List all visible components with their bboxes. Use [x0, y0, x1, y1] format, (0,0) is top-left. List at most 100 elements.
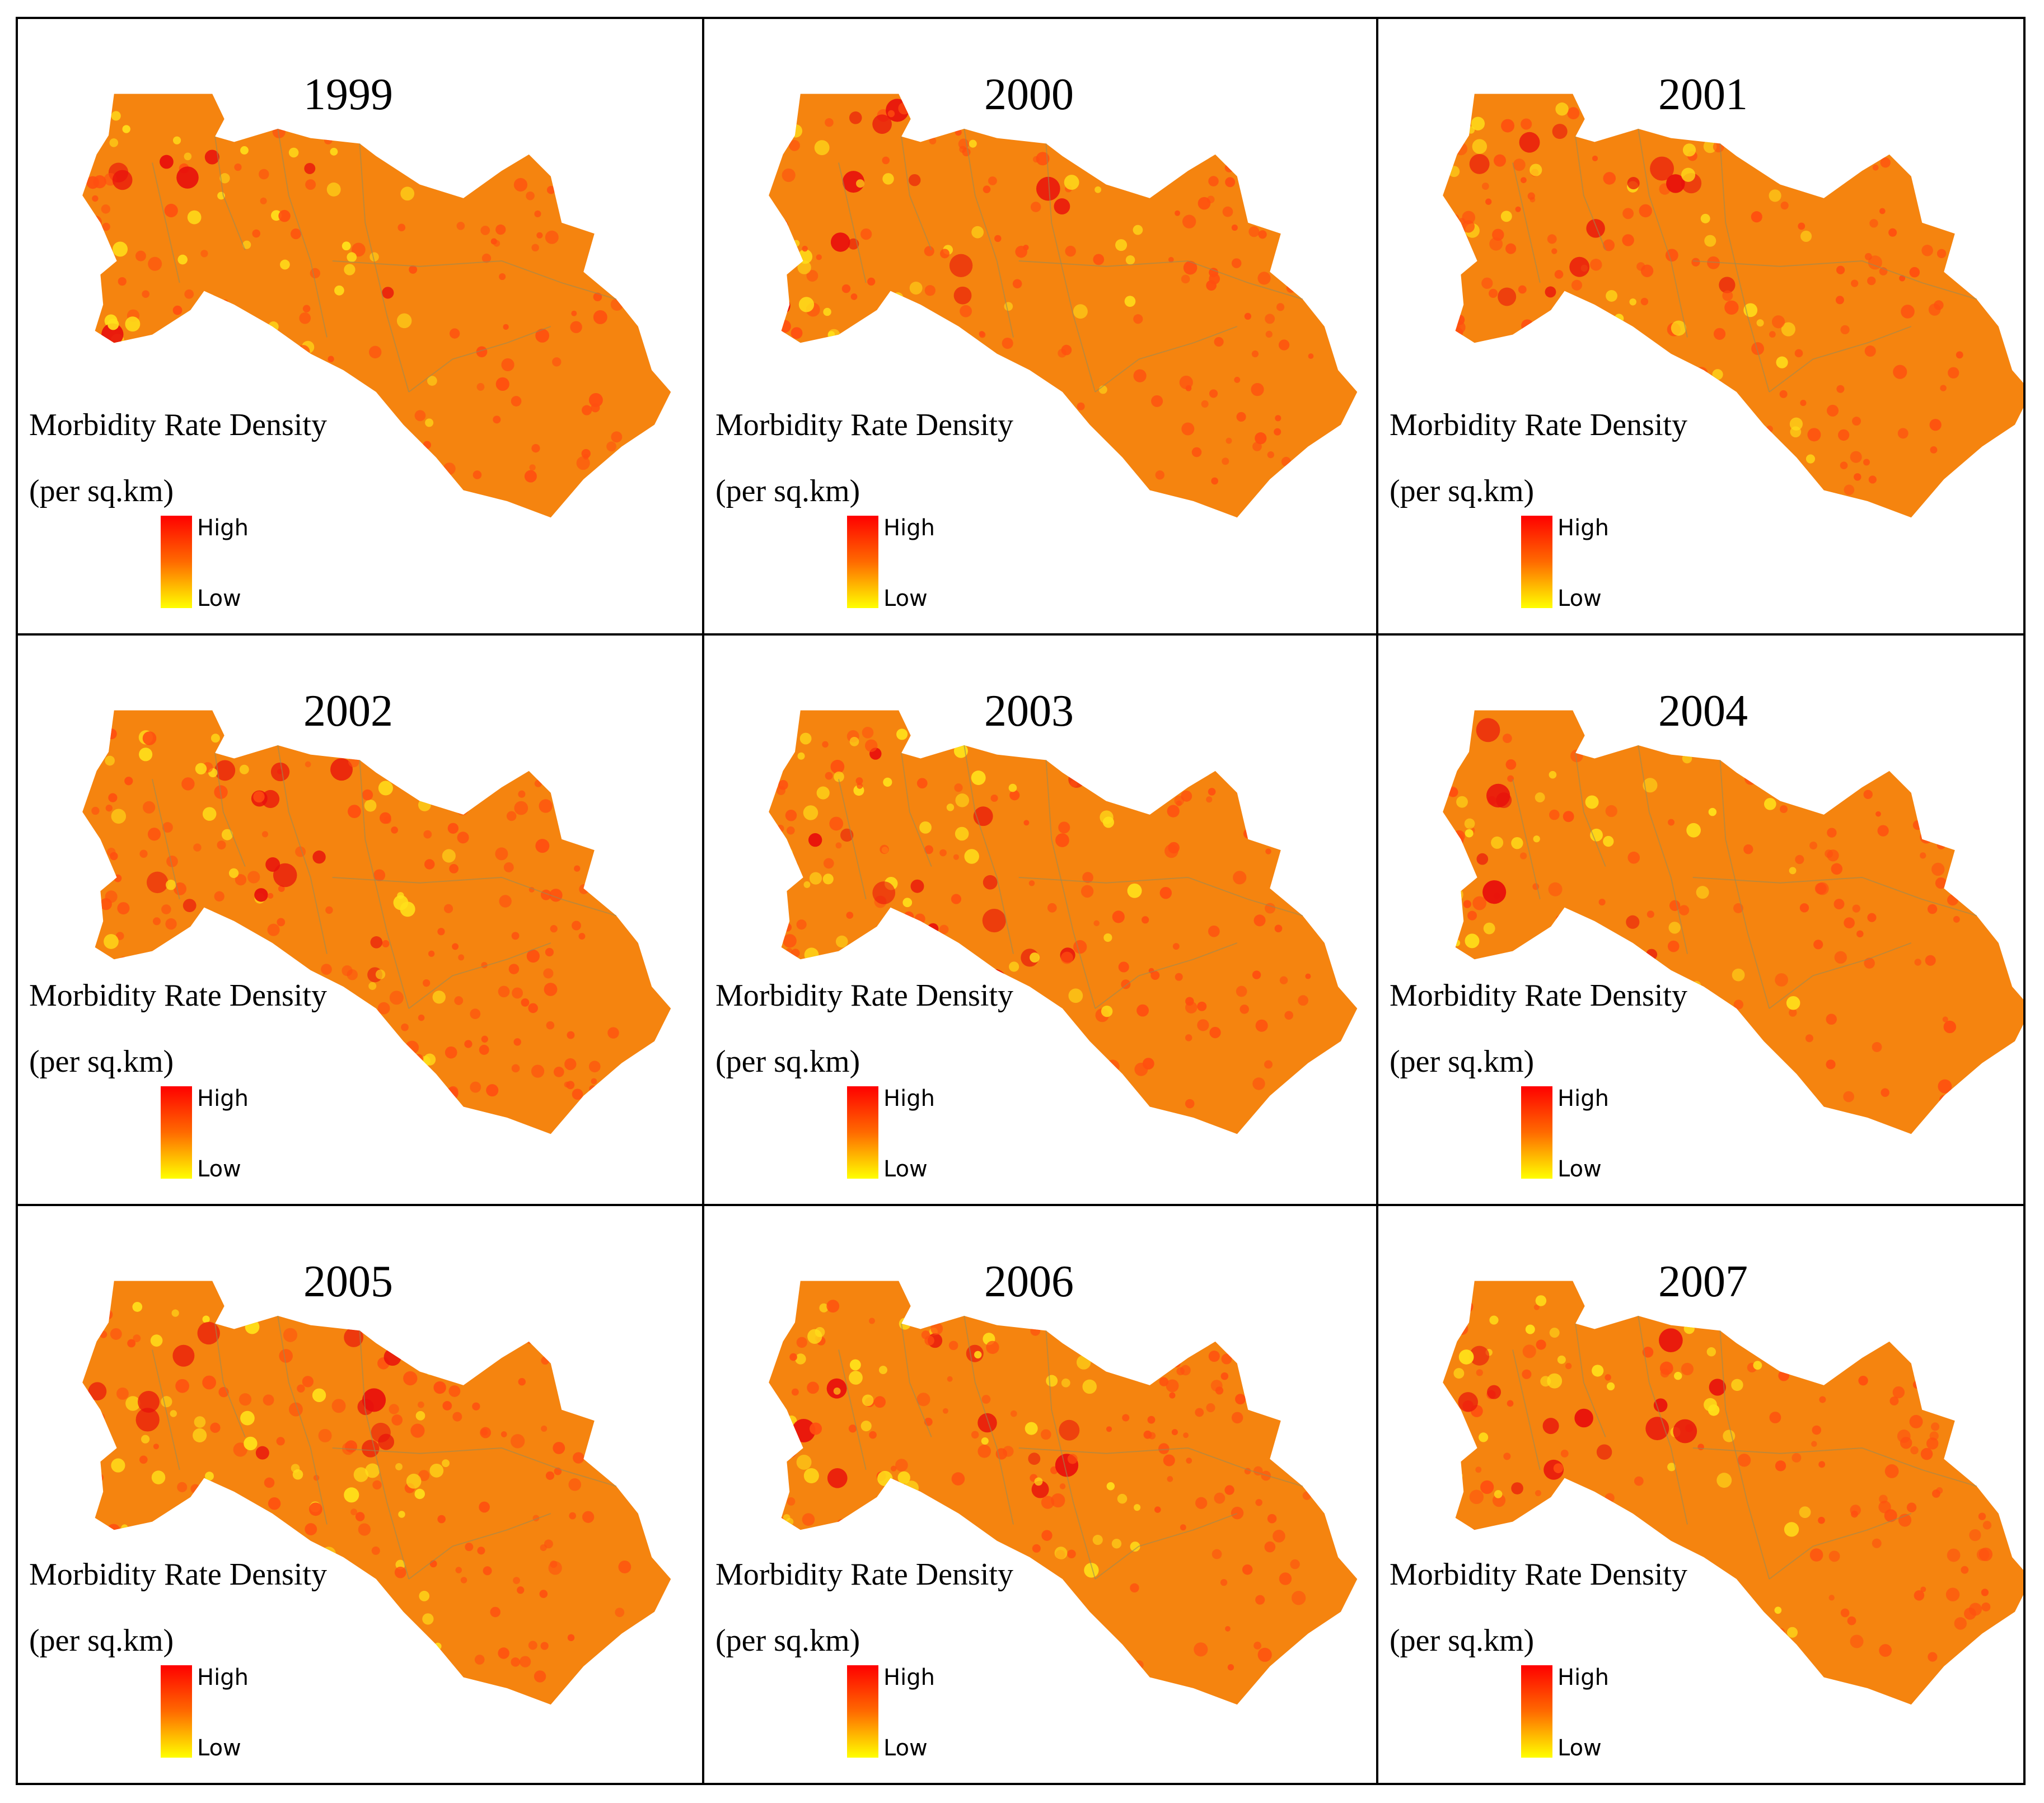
legend-high-label: High [883, 515, 935, 541]
district-boundary [152, 779, 180, 900]
density-spot [204, 1472, 214, 1481]
density-spot [1117, 1493, 1128, 1504]
district-boundary [1638, 128, 1688, 338]
density-spot [368, 345, 382, 359]
density-spot [1639, 1655, 1652, 1667]
grid-divider [702, 19, 704, 1783]
density-spot [1731, 427, 1742, 437]
density-spot [1106, 1482, 1115, 1491]
density-spot [1858, 1376, 1868, 1386]
density-spot [1916, 190, 1929, 202]
density-spot [845, 394, 859, 407]
density-spot [207, 1534, 219, 1547]
density-spot [389, 991, 404, 1005]
density-spot [1248, 226, 1260, 237]
density-spot [789, 1353, 797, 1361]
density-spot [211, 967, 220, 975]
density-spot [949, 254, 973, 277]
density-spot [1095, 733, 1110, 748]
density-spot [1943, 194, 1952, 204]
density-spot [785, 1517, 794, 1526]
density-spot [1605, 805, 1617, 818]
density-spot [1448, 166, 1460, 178]
density-spot [89, 958, 104, 973]
density-spot [1159, 1377, 1168, 1386]
legend-high-label: High [1557, 515, 1609, 541]
density-spot [569, 1512, 576, 1520]
density-spot [1744, 772, 1757, 785]
density-spot [783, 1413, 790, 1419]
density-spot [391, 1414, 403, 1426]
density-spot [1652, 387, 1667, 403]
legend-color-ramp [1521, 1665, 1552, 1758]
density-spot [159, 442, 170, 452]
density-spot [1191, 447, 1202, 457]
density-spot [1061, 344, 1072, 356]
density-spot [1961, 1451, 1973, 1464]
density-spot [1920, 1447, 1933, 1460]
density-spot [105, 755, 115, 766]
density-spot [1663, 730, 1675, 742]
density-spot [424, 859, 435, 870]
density-spot [87, 950, 102, 964]
density-spot [1147, 1416, 1156, 1424]
district-boundary [1692, 260, 1977, 300]
density-spot [1054, 198, 1070, 215]
density-spot [115, 932, 124, 940]
density-spot [1453, 128, 1463, 138]
density-spot [305, 761, 311, 768]
district-boundary [332, 877, 617, 917]
density-spot [133, 1334, 141, 1343]
density-spot [1719, 277, 1736, 293]
density-spot [1265, 848, 1271, 854]
legend-title: Morbidity Rate Density [715, 978, 1013, 1013]
density-spot [1674, 1371, 1682, 1380]
density-spot [1197, 1019, 1209, 1031]
density-spot [1226, 437, 1232, 444]
density-spot [772, 1088, 787, 1103]
legend-title: Morbidity Rate Density [715, 408, 1013, 442]
density-spot [423, 830, 432, 839]
density-spot [1645, 466, 1657, 478]
density-spot [1844, 917, 1855, 928]
district-boundary [1095, 942, 1238, 1009]
density-spot [1659, 1361, 1673, 1375]
density-spot [1561, 1479, 1569, 1487]
density-spot [414, 1488, 425, 1500]
density-spot [531, 244, 539, 252]
density-spot [1479, 1664, 1489, 1675]
density-spot [882, 1650, 894, 1662]
density-spot [263, 1394, 274, 1406]
district-density-map [1443, 94, 2023, 518]
density-spot [902, 898, 913, 908]
density-spot [465, 1543, 474, 1552]
density-spot [418, 1014, 425, 1021]
density-spot [900, 1513, 912, 1525]
district-boundary [1512, 779, 1541, 900]
density-spot [1728, 132, 1739, 143]
density-spot [1521, 177, 1527, 184]
density-spot [1756, 1648, 1771, 1663]
density-spot [200, 1019, 207, 1027]
density-spot [417, 1068, 429, 1080]
density-spot [783, 352, 797, 366]
density-spot [449, 328, 460, 339]
density-spot [1467, 910, 1477, 921]
density-spot [1851, 1510, 1858, 1518]
density-spot [834, 771, 844, 782]
density-spot [1596, 720, 1610, 733]
district-density-map [769, 94, 1358, 518]
density-spot [214, 891, 224, 902]
density-spot [579, 884, 589, 894]
density-spot [902, 485, 911, 494]
density-spot [177, 1034, 200, 1056]
density-spot [249, 1058, 256, 1066]
density-spot [1545, 286, 1556, 298]
density-spot [897, 1471, 910, 1484]
density-spot [394, 1320, 401, 1328]
density-spot [1838, 429, 1850, 441]
density-spot [825, 118, 834, 127]
density-spot [568, 1478, 582, 1491]
density-spot [1692, 1045, 1710, 1063]
density-spot [1897, 1430, 1911, 1443]
